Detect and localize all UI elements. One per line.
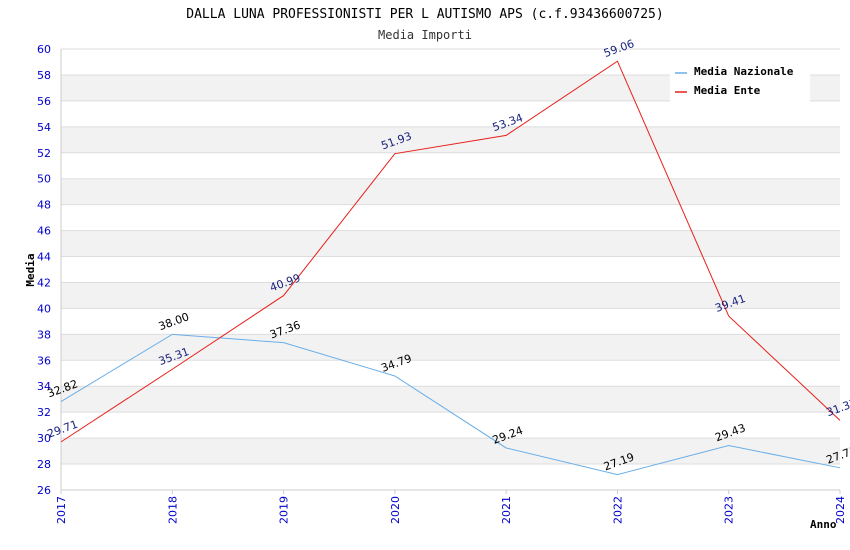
data-label: 59.06 [602,37,636,60]
y-tick-label: 54 [37,121,51,134]
y-tick-label: 46 [37,225,51,238]
y-tick-label: 40 [37,302,51,315]
data-label: 29.71 [46,418,80,441]
y-axis-label: Media [24,253,37,286]
y-tick-label: 38 [37,328,51,341]
grid-band [61,438,840,465]
y-tick-label: 44 [37,251,51,264]
y-tick-label: 48 [37,199,51,212]
series-line-ente [60,60,841,443]
legend-label-ente: Media Ente [694,84,761,97]
legend-box [670,62,810,102]
chart-title: DALLA LUNA PROFESSIONISTI PER L AUTISMO … [186,7,663,22]
grid-band [61,386,840,413]
x-tick-label: 2017 [55,496,68,524]
y-tick-label: 28 [37,458,51,471]
data-label: 38.00 [157,310,191,333]
legend-label-nazionale: Media Nazionale [694,65,794,78]
y-tick-label: 56 [37,95,51,108]
grid-band [61,334,840,361]
y-tick-label: 42 [37,276,51,289]
legend: Media Nazionale Media Ente [670,62,810,102]
gridlines [61,48,840,491]
axes [60,49,840,491]
x-tick-label: 2018 [166,496,179,524]
y-tick-label: 30 [37,432,51,445]
grid-band [61,282,840,309]
x-tick-label: 2022 [611,496,624,524]
grid-bands [61,74,840,465]
chart-subtitle: Media Importi [378,28,472,42]
y-tick-labels: 26 28 30 32 34 36 38 40 42 44 46 48 50 52 54 56 58 60 [37,43,51,497]
x-tick-labels: 2017 2018 2019 2020 2021 2022 2023 2024 [55,490,847,524]
y-tick-label: 36 [37,354,51,367]
grid-band [61,230,840,257]
grid-band [61,126,840,153]
y-tick-label: 60 [37,43,51,56]
y-tick-label: 32 [37,406,51,419]
y-tick-label: 34 [37,380,51,393]
x-axis-label: Anno [810,518,837,531]
x-tick-label: 2019 [278,496,291,524]
y-tick-label: 58 [37,69,51,82]
x-tick-label: 2021 [500,496,513,524]
series-line-nazionale [60,333,841,476]
series-lines [60,60,841,476]
x-tick-label: 2020 [389,496,402,524]
y-tick-label: 26 [37,484,51,497]
x-tick-label: 2023 [723,496,736,524]
y-tick-label: 50 [37,173,51,186]
grid-band [61,178,840,205]
y-tick-label: 52 [37,147,51,160]
x-tick-label: 2024 [834,496,847,524]
